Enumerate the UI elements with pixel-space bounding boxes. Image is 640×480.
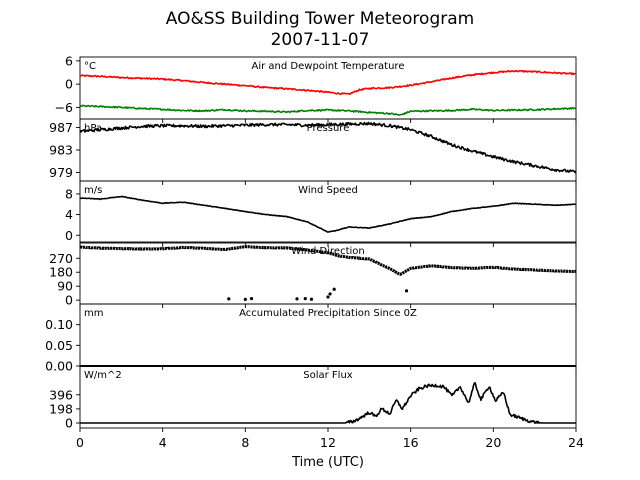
x-tick-label: 4: [159, 435, 167, 450]
y-tick-label: 0.00: [45, 359, 73, 374]
y-tick-label: 983: [49, 143, 73, 158]
y-tick-label: 979: [49, 165, 73, 180]
panel-title: Air and Dewpoint Temperature: [252, 61, 405, 72]
wind-direction-point: [328, 292, 332, 296]
panel-title: Wind Speed: [298, 185, 358, 196]
series-line: [79, 121, 577, 174]
y-tick-label: 0: [65, 293, 73, 308]
panel-title: Wind Direction: [291, 246, 365, 257]
wind-direction-point: [303, 296, 307, 301]
wind-direction-point: [326, 295, 330, 299]
x-axis-label: Time (UTC): [291, 455, 364, 470]
y-tick-label: 0.05: [45, 338, 73, 353]
y-tick-label: 987: [49, 120, 73, 135]
wind-direction-point: [227, 297, 231, 301]
y-tick-label: 0: [65, 77, 73, 92]
wind-direction-point: [295, 297, 299, 301]
y-tick-label: 270: [49, 251, 73, 266]
panel-unit-label: °C: [84, 61, 96, 72]
panel-unit-label: W/m^2: [84, 370, 122, 381]
x-tick-label: 24: [568, 435, 584, 450]
chart-title: AO&SS Building Tower Meteorogram: [166, 9, 474, 29]
y-tick-label: 4: [65, 207, 73, 222]
x-tick-label: 12: [320, 435, 336, 450]
series-line: [79, 195, 577, 233]
y-tick-label: 6: [65, 53, 73, 68]
series-line: [80, 382, 576, 424]
series-line: [79, 104, 577, 116]
x-tick-label: 0: [76, 435, 84, 450]
wind-direction-point: [404, 289, 409, 293]
panel-title: Accumulated Precipitation Since 0Z: [239, 308, 417, 319]
y-tick-label: 198: [49, 401, 73, 416]
series-line: [79, 245, 577, 276]
series-line: [79, 69, 577, 96]
x-tick-label: 16: [403, 435, 419, 450]
chart-subtitle: 2007-11-07: [271, 30, 370, 50]
wind-direction-point: [249, 296, 254, 301]
y-tick-label: 0: [65, 228, 73, 243]
panel-unit-label: mm: [84, 308, 103, 319]
y-tick-label: 0.10: [45, 317, 73, 332]
panel-unit-label: hPa: [84, 123, 102, 134]
wind-direction-point: [309, 297, 314, 301]
wind-direction-point: [243, 297, 247, 301]
y-tick-label: 90: [57, 279, 73, 294]
panel-unit-label: m/s: [84, 185, 102, 196]
y-tick-label: 0: [65, 416, 73, 431]
y-tick-label: 8: [65, 186, 73, 201]
x-tick-label: 8: [241, 435, 249, 450]
y-tick-label: 396: [49, 387, 73, 402]
wind-direction-point: [332, 287, 336, 291]
y-tick-label: 180: [49, 265, 73, 280]
x-tick-label: 20: [485, 435, 501, 450]
panel-title: Solar Flux: [303, 370, 353, 381]
panel-title: Pressure: [307, 123, 350, 134]
y-tick-label: −6: [55, 100, 73, 115]
